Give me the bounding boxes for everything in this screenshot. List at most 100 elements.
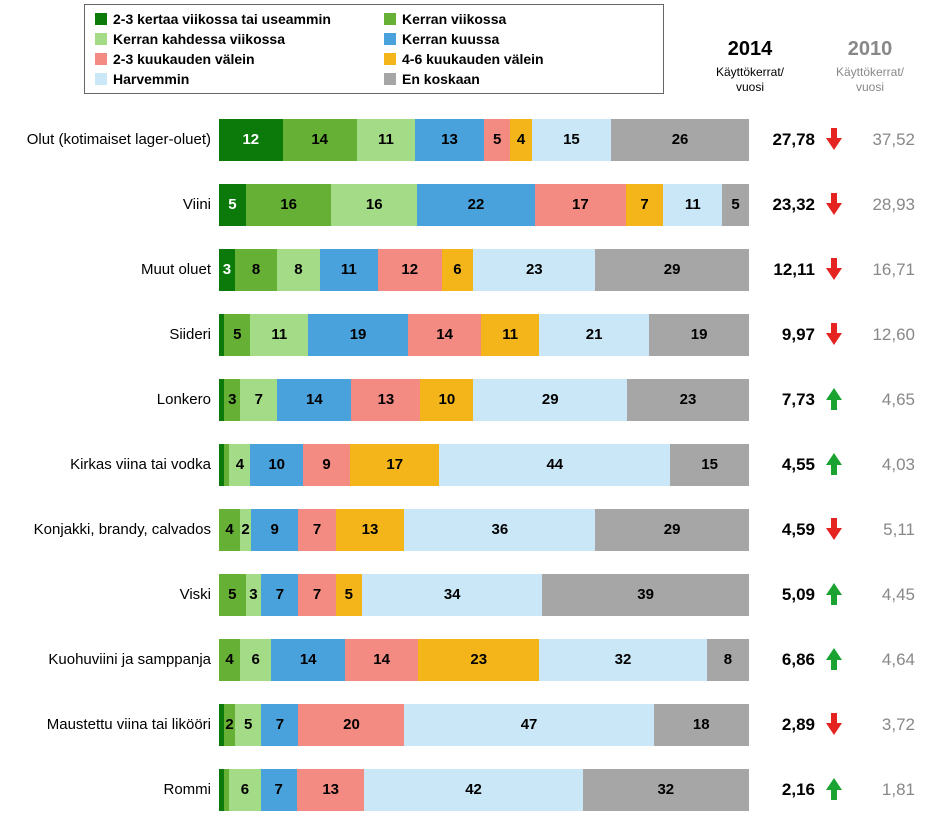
row-label: Kuohuviini ja samppanja bbox=[4, 651, 219, 668]
bar-segment: 7 bbox=[298, 574, 335, 616]
row-label: Kirkas viina tai vodka bbox=[4, 456, 219, 473]
bar-segment: 16 bbox=[246, 184, 332, 226]
bar-segment: 3 bbox=[224, 379, 240, 421]
chart-row: Konjakki, brandy, calvados42971336294,59… bbox=[4, 502, 923, 557]
value-2010: 4,45 bbox=[849, 585, 919, 605]
stacked-bar: 4297133629 bbox=[219, 509, 749, 551]
header-2014: 2014 Käyttökerrat/ vuosi bbox=[705, 38, 795, 94]
arrow-down-icon bbox=[819, 128, 849, 152]
chart-row: Kirkas viina tai vodka41091744154,554,03 bbox=[4, 437, 923, 492]
stacked-bar: 388111262329 bbox=[219, 249, 749, 291]
legend-swatch bbox=[95, 13, 107, 25]
row-label: Siideri bbox=[4, 326, 219, 343]
value-2014: 12,11 bbox=[749, 260, 819, 280]
chart-row: Siideri51119141121199,9712,60 bbox=[4, 307, 923, 362]
bar-segment: 8 bbox=[277, 249, 319, 291]
value-2014: 4,59 bbox=[749, 520, 819, 540]
bar-segment: 7 bbox=[298, 509, 335, 551]
header-sub-2010: Käyttökerrat/ vuosi bbox=[825, 65, 915, 94]
legend-swatch bbox=[384, 13, 396, 25]
bar-segment: 26 bbox=[611, 119, 749, 161]
value-2014: 4,55 bbox=[749, 455, 819, 475]
chart-area: Olut (kotimaiset lager-oluet)12141113541… bbox=[4, 112, 923, 817]
bar-segment: 5 bbox=[219, 184, 246, 226]
value-2010: 1,81 bbox=[849, 780, 919, 800]
value-2014: 27,78 bbox=[749, 130, 819, 150]
value-2010: 16,71 bbox=[849, 260, 919, 280]
stacked-bar: 537753439 bbox=[219, 574, 749, 616]
bar-segment: 14 bbox=[345, 639, 418, 681]
value-2010: 28,93 bbox=[849, 195, 919, 215]
legend-swatch bbox=[95, 33, 107, 45]
bar-segment: 15 bbox=[670, 444, 749, 486]
arrow-down-icon bbox=[819, 258, 849, 282]
legend-grid: 2-3 kertaa viikossa tai useamminKerran v… bbox=[95, 11, 653, 87]
bar-segment: 5 bbox=[224, 314, 250, 356]
bar-segment: 3 bbox=[246, 574, 262, 616]
bar-segment: 5 bbox=[235, 704, 262, 746]
bar-segment: 13 bbox=[297, 769, 365, 811]
value-2010: 3,72 bbox=[849, 715, 919, 735]
legend-swatch bbox=[384, 33, 396, 45]
stacked-bar: 257204718 bbox=[219, 704, 749, 746]
bar-segment: 4 bbox=[219, 639, 240, 681]
bar-segment: 34 bbox=[362, 574, 542, 616]
legend-item: Harvemmin bbox=[95, 71, 364, 87]
bar-segment: 32 bbox=[539, 639, 707, 681]
bar-segment: 11 bbox=[357, 119, 415, 161]
bar-segment: 6 bbox=[240, 639, 271, 681]
row-label: Konjakki, brandy, calvados bbox=[4, 521, 219, 538]
bar-segment: 13 bbox=[415, 119, 484, 161]
bar-segment: 12 bbox=[219, 119, 283, 161]
row-label: Maustettu viina tai likööri bbox=[4, 716, 219, 733]
legend-label: Harvemmin bbox=[113, 71, 189, 87]
row-label: Viski bbox=[4, 586, 219, 603]
bar-segment: 14 bbox=[277, 379, 351, 421]
bar-segment: 7 bbox=[261, 769, 297, 811]
legend-swatch bbox=[95, 53, 107, 65]
chart-row: Rommi671342322,161,81 bbox=[4, 762, 923, 817]
row-label: Rommi bbox=[4, 781, 219, 798]
bar-segment: 8 bbox=[235, 249, 277, 291]
legend-label: En koskaan bbox=[402, 71, 480, 87]
arrow-up-icon bbox=[819, 648, 849, 672]
legend-swatch bbox=[384, 53, 396, 65]
arrow-down-icon bbox=[819, 323, 849, 347]
bar-segment: 19 bbox=[308, 314, 408, 356]
legend-item: 2-3 kuukauden välein bbox=[95, 51, 364, 67]
bar-segment: 5 bbox=[336, 574, 363, 616]
legend-label: Kerran kahdessa viikossa bbox=[113, 31, 285, 47]
stacked-bar: 4109174415 bbox=[219, 444, 749, 486]
legend-swatch bbox=[95, 73, 107, 85]
bar-segment: 7 bbox=[261, 574, 298, 616]
legend-swatch bbox=[384, 73, 396, 85]
value-2010: 12,60 bbox=[849, 325, 919, 345]
bar-segment: 3 bbox=[219, 249, 235, 291]
chart-row: Muut oluet38811126232912,1116,71 bbox=[4, 242, 923, 297]
value-2014: 2,89 bbox=[749, 715, 819, 735]
bar-segment: 23 bbox=[627, 379, 749, 421]
chart-row: Kuohuviini ja samppanja461414233286,864,… bbox=[4, 632, 923, 687]
legend-label: 2-3 kertaa viikossa tai useammin bbox=[113, 11, 331, 27]
bar-segment: 5 bbox=[219, 574, 246, 616]
stacked-bar: 371413102923 bbox=[219, 379, 749, 421]
value-2014: 2,16 bbox=[749, 780, 819, 800]
bar-segment: 21 bbox=[539, 314, 649, 356]
bar-segment: 23 bbox=[473, 249, 595, 291]
value-2010: 4,65 bbox=[849, 390, 919, 410]
arrow-down-icon bbox=[819, 193, 849, 217]
bar-segment: 19 bbox=[649, 314, 749, 356]
bar-segment: 17 bbox=[535, 184, 626, 226]
header-sub-2014: Käyttökerrat/ vuosi bbox=[705, 65, 795, 94]
value-2014: 5,09 bbox=[749, 585, 819, 605]
value-2010: 4,64 bbox=[849, 650, 919, 670]
row-label: Viini bbox=[4, 196, 219, 213]
legend-label: Kerran kuussa bbox=[402, 31, 499, 47]
bar-segment: 13 bbox=[336, 509, 405, 551]
legend-label: 4-6 kuukauden välein bbox=[402, 51, 544, 67]
arrow-up-icon bbox=[819, 453, 849, 477]
bar-segment: 29 bbox=[595, 249, 749, 291]
chart-row: Olut (kotimaiset lager-oluet)12141113541… bbox=[4, 112, 923, 167]
bar-segment: 16 bbox=[331, 184, 417, 226]
bar-segment: 44 bbox=[439, 444, 670, 486]
